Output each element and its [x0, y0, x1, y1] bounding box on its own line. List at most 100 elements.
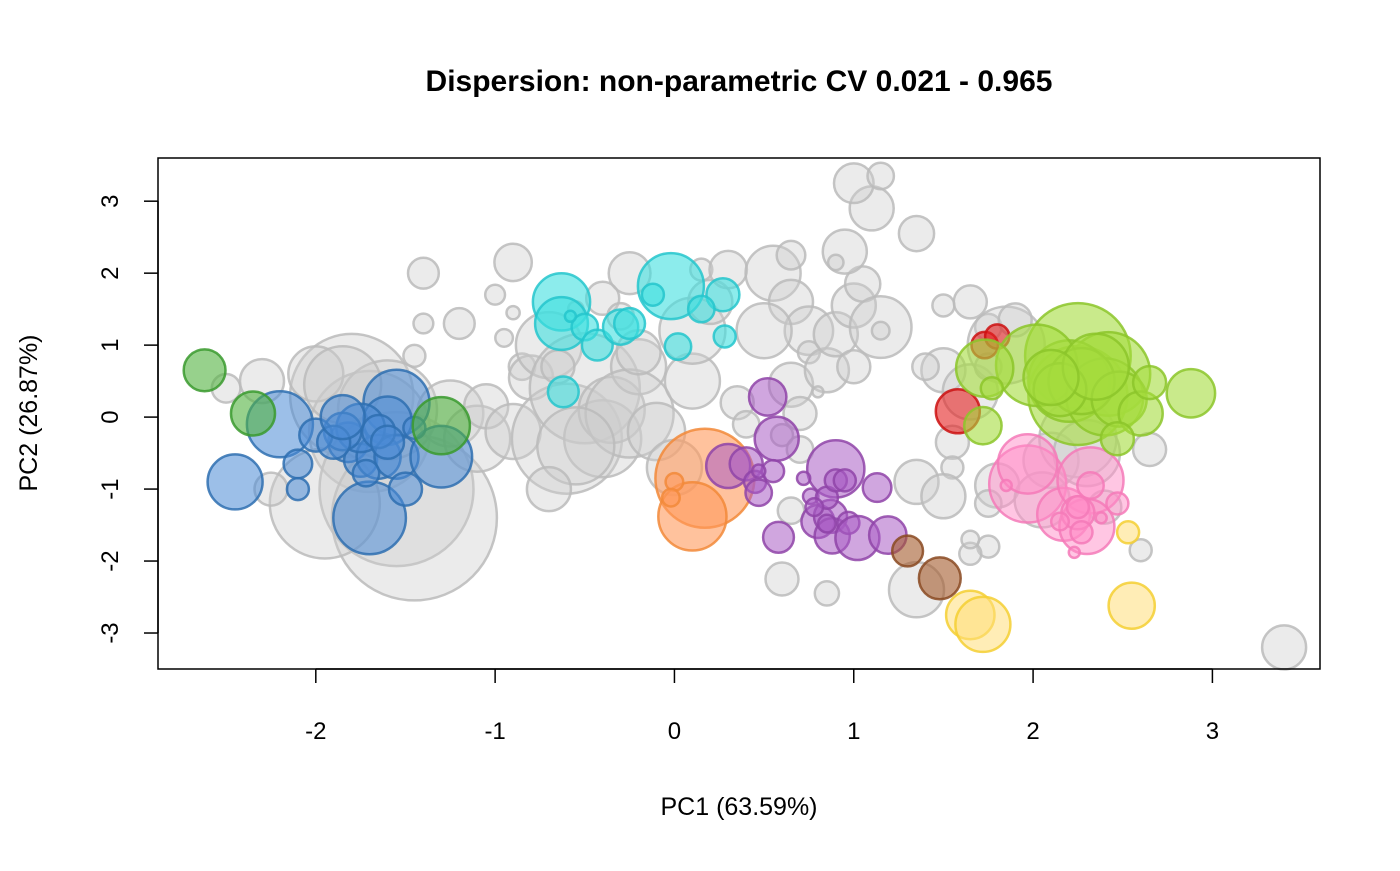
- data-point: [229, 390, 277, 437]
- data-point: [764, 561, 800, 597]
- data-point: [182, 348, 227, 393]
- data-point: [525, 465, 573, 513]
- x-tick-label: -1: [484, 718, 505, 745]
- data-point: [369, 424, 406, 461]
- y-tick-label: 3: [97, 195, 124, 208]
- data-point: [735, 301, 793, 360]
- data-point: [897, 214, 936, 253]
- data-point: [958, 541, 983, 567]
- y-tick-label: -3: [97, 622, 124, 643]
- data-point: [893, 458, 940, 506]
- data-point: [960, 529, 981, 550]
- data-point: [705, 276, 741, 313]
- data-point: [640, 282, 666, 307]
- y-tick-label: -1: [97, 478, 124, 499]
- data-point: [796, 340, 822, 365]
- data-point: [795, 470, 812, 487]
- data-point: [563, 309, 578, 324]
- data-point: [917, 556, 962, 601]
- data-point: [1260, 624, 1308, 671]
- data-point: [848, 295, 913, 360]
- data-point: [761, 520, 796, 554]
- data-point: [744, 244, 802, 302]
- data-point: [832, 162, 875, 205]
- data-point: [832, 468, 858, 493]
- data-point: [940, 455, 965, 480]
- x-tick-label: 3: [1206, 718, 1219, 745]
- data-point: [1069, 520, 1094, 545]
- y-axis-label: PC2 (26.87%): [15, 334, 43, 491]
- data-point: [999, 478, 1013, 493]
- data-point: [1022, 348, 1080, 407]
- data-point: [744, 478, 774, 508]
- data-point: [1165, 367, 1217, 419]
- data-point: [1065, 494, 1091, 520]
- y-tick-label: -2: [97, 550, 124, 571]
- data-point: [493, 242, 534, 283]
- data-point: [866, 161, 896, 191]
- data-point: [1105, 491, 1130, 516]
- data-point: [804, 497, 825, 518]
- data-point: [494, 327, 515, 348]
- data-point: [911, 352, 940, 382]
- data-point: [1099, 420, 1136, 457]
- data-point: [712, 324, 737, 349]
- data-point: [962, 405, 1003, 446]
- data-point: [287, 345, 345, 403]
- x-axis-label: PC1 (63.59%): [660, 793, 817, 821]
- data-point: [319, 393, 366, 441]
- data-point: [836, 348, 872, 385]
- data-point: [1049, 511, 1071, 532]
- data-point: [830, 282, 878, 329]
- data-point: [1131, 364, 1168, 401]
- data-point: [584, 368, 675, 459]
- data-point: [663, 352, 722, 410]
- data-point: [1128, 537, 1153, 563]
- data-point: [1107, 581, 1157, 631]
- data-point: [954, 595, 1012, 654]
- data-point: [890, 534, 925, 568]
- data-point: [663, 332, 693, 362]
- data-point: [1076, 471, 1105, 500]
- x-axis: -2 -1 0 1 2 3: [305, 668, 1219, 745]
- data-point: [351, 458, 381, 488]
- data-point: [536, 406, 616, 486]
- y-axis: -3 -2 -1 0 1 2 3: [97, 195, 159, 644]
- data-point: [920, 473, 967, 520]
- data-point: [996, 432, 1059, 495]
- data-point: [411, 395, 472, 456]
- data-point: [686, 294, 716, 324]
- data-point: [402, 343, 427, 369]
- data-point: [282, 448, 314, 480]
- y-tick-label: 1: [97, 338, 124, 351]
- data-point: [546, 375, 580, 409]
- data-point: [1131, 431, 1168, 468]
- y-tick-label: 0: [97, 410, 124, 423]
- data-point: [811, 385, 825, 399]
- data-point: [870, 320, 891, 341]
- data-point: [979, 376, 1005, 401]
- data-point: [813, 580, 841, 607]
- x-tick-label: 1: [847, 718, 860, 745]
- data-point: [812, 311, 860, 358]
- data-point: [442, 306, 476, 341]
- data-point: [612, 306, 647, 341]
- chart-title: Dispersion: non-parametric CV 0.021 - 0.…: [426, 65, 1053, 98]
- data-point: [1067, 545, 1082, 560]
- data-point: [931, 293, 956, 318]
- data-point: [412, 312, 435, 335]
- data-point: [609, 337, 668, 396]
- data-point: [747, 376, 788, 417]
- points-layer: [182, 161, 1308, 671]
- y-tick-label: 2: [97, 266, 124, 279]
- data-point: [816, 513, 837, 534]
- data-point: [821, 228, 869, 275]
- data-point: [753, 415, 800, 462]
- data-point: [1094, 511, 1108, 525]
- data-point: [750, 463, 767, 479]
- data-point: [206, 453, 264, 511]
- data-point: [285, 476, 311, 502]
- x-tick-label: 0: [668, 718, 681, 745]
